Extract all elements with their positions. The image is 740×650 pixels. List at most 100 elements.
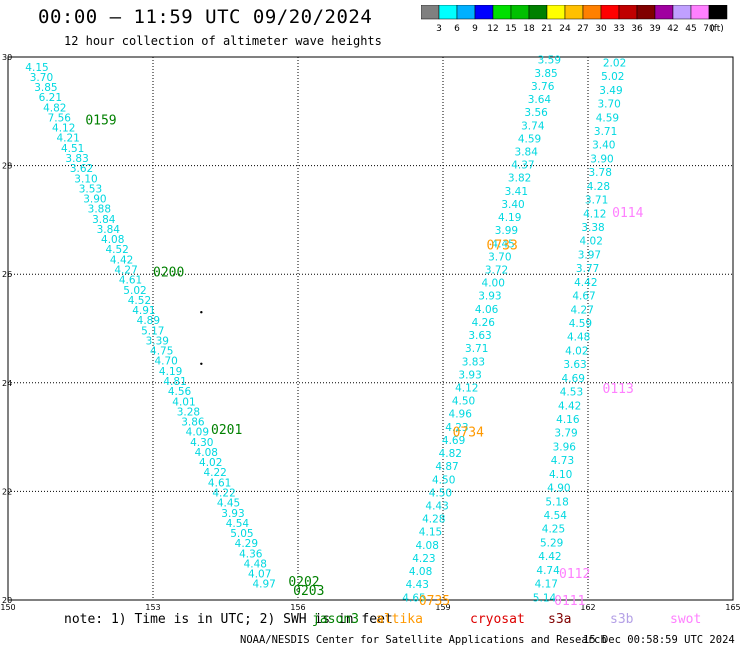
wave-height-value: 4.74 bbox=[536, 565, 560, 577]
wave-height-value: 4.90 bbox=[547, 483, 570, 495]
wave-height-value: 3.93 bbox=[478, 291, 501, 303]
satellite-legend-item: cryosat bbox=[470, 612, 525, 627]
wave-height-value: 2.02 bbox=[603, 57, 626, 69]
wave-height-value: 4.61 bbox=[208, 477, 231, 489]
wave-height-value: 4.02 bbox=[565, 345, 588, 357]
wave-height-value: 4.27 bbox=[571, 304, 594, 316]
satellite-legend-item: jason3 bbox=[312, 612, 359, 627]
wave-height-value: 4.42 bbox=[574, 277, 597, 289]
wave-height-value: 3.59 bbox=[538, 55, 561, 67]
wave-height-value: 3.71 bbox=[585, 195, 608, 207]
wave-height-value: 3.39 bbox=[146, 335, 169, 347]
wave-height-value: 4.22 bbox=[203, 467, 226, 479]
wave-height-value: 3.56 bbox=[524, 107, 548, 119]
pass-time-label: 0159 bbox=[85, 113, 116, 128]
wave-height-value: 6.21 bbox=[39, 92, 62, 104]
wave-height-value: 3.71 bbox=[594, 126, 617, 138]
wave-height-value: 4.09 bbox=[186, 427, 209, 439]
wave-height-value: 4.28 bbox=[422, 514, 445, 526]
wave-height-value: 4.19 bbox=[498, 212, 521, 224]
satellite-legend-item: s3b bbox=[610, 612, 634, 627]
wave-height-value: 3.28 bbox=[177, 406, 200, 418]
wave-height-value: 4.10 bbox=[549, 469, 572, 481]
wave-height-value: 4.26 bbox=[472, 317, 496, 329]
wave-height-value: 4.08 bbox=[409, 566, 432, 578]
wave-height-value: 3.41 bbox=[505, 186, 528, 198]
wave-height-value: 4.52 bbox=[128, 295, 151, 307]
wave-height-value: 4.51 bbox=[61, 143, 84, 155]
x-tick-label: 153 bbox=[145, 603, 160, 612]
wave-height-value: 4.48 bbox=[567, 332, 590, 344]
note-text: note: 1) Time is in UTC; 2) SWH is in fe… bbox=[64, 612, 393, 627]
pass-time-label: 0113 bbox=[603, 382, 634, 397]
wave-height-value: 4.08 bbox=[101, 234, 124, 246]
wave-height-colorbar: 3 6 9 12 15 18 21 24 27 30 33 36 39 42 45 70(ft) bbox=[421, 5, 728, 34]
wave-height-value: 4.59 bbox=[569, 318, 592, 330]
wave-height-value: 4.54 bbox=[226, 518, 250, 530]
x-tick-label: 165 bbox=[725, 603, 740, 612]
wave-height-value: 3.70 bbox=[30, 72, 53, 84]
wave-height-value: 4.89 bbox=[137, 315, 160, 327]
wave-height-value: 4.43 bbox=[406, 579, 429, 591]
page-title: 00:00 – 11:59 UTC 09/20/2024 bbox=[38, 6, 373, 28]
wave-height-value: 4.02 bbox=[199, 457, 222, 469]
y-tick-label: 20 bbox=[2, 596, 12, 605]
colorbar-label: 39 bbox=[649, 24, 661, 34]
plot-frame bbox=[7, 56, 734, 601]
colorbar-label: 12 bbox=[487, 24, 498, 34]
wave-height-value: 5.14 bbox=[533, 592, 557, 604]
wave-height-value: 3.76 bbox=[531, 81, 555, 93]
wave-height-value: 4.15 bbox=[25, 62, 48, 74]
wave-height-value: 4.30 bbox=[190, 437, 213, 449]
pass-time-label: 0111 bbox=[554, 594, 585, 609]
wave-height-value: 3.72 bbox=[485, 264, 508, 276]
wave-height-value: 3.85 bbox=[534, 68, 557, 80]
wave-height-value: 3.70 bbox=[597, 99, 620, 111]
wave-height-value: 5.02 bbox=[601, 71, 624, 83]
wave-height-value: 3.79 bbox=[554, 428, 577, 440]
footer-credit: NOAA/NESDIS Center for Satellite Applica… bbox=[240, 634, 607, 646]
wave-height-value: 4.19 bbox=[159, 366, 182, 378]
colorbar-label: 45 bbox=[685, 24, 696, 34]
x-tick-label: 162 bbox=[580, 603, 595, 612]
wave-height-value: 3.93 bbox=[458, 369, 481, 381]
wave-height-value: 3.71 bbox=[465, 343, 488, 355]
wave-height-value: 4.29 bbox=[235, 538, 258, 550]
wave-height-value: 3.40 bbox=[592, 140, 615, 152]
footer-timestamp: 15 Dec 00:58:59 UTC 2024 bbox=[583, 634, 735, 646]
wave-height-value: 4.97 bbox=[252, 579, 275, 591]
wave-height-value: 4.12 bbox=[583, 208, 606, 220]
wave-height-value: 3.10 bbox=[74, 173, 97, 185]
pass-time-label: 0203 bbox=[293, 584, 324, 599]
colorbar-label: 15 bbox=[505, 24, 516, 34]
colorbar-unit: (ft) bbox=[710, 24, 724, 34]
wave-height-value: 4.69 bbox=[562, 373, 585, 385]
wave-height-value: 4.50 bbox=[452, 396, 475, 408]
wave-height-value: 3.99 bbox=[495, 225, 518, 237]
pass-time-label: 0202 bbox=[288, 575, 319, 590]
wave-height-value: 3.83 bbox=[462, 356, 485, 368]
y-tick-label: 30 bbox=[2, 53, 12, 62]
wave-height-value: 4.48 bbox=[244, 558, 267, 570]
pass-time-label: 0112 bbox=[559, 567, 590, 582]
wave-height-value: 3.63 bbox=[468, 330, 491, 342]
wave-height-value: 4.82 bbox=[439, 448, 462, 460]
wave-height-value: 3.78 bbox=[589, 167, 612, 179]
wave-height-value: 3.77 bbox=[576, 263, 599, 275]
wave-height-value: 4.23 bbox=[445, 422, 468, 434]
wave-height-value: 3.63 bbox=[563, 359, 586, 371]
wave-height-value: 4.12 bbox=[455, 383, 478, 395]
pass-time-label: 0114 bbox=[612, 206, 643, 221]
wave-height-value: 3.97 bbox=[578, 249, 601, 261]
satellite-legend-item: altika bbox=[376, 612, 423, 627]
wave-height-value: 4.42 bbox=[538, 551, 561, 563]
wave-height-value: 3.84 bbox=[97, 224, 121, 236]
wave-height-value: 4.59 bbox=[596, 112, 619, 124]
wave-height-value: 4.25 bbox=[542, 524, 565, 536]
pass-time-label: 0734 bbox=[453, 426, 484, 441]
y-tick-label: 24 bbox=[2, 379, 12, 388]
x-tick-label: 150 bbox=[0, 603, 15, 612]
wave-height-value: 4.43 bbox=[425, 501, 448, 513]
wave-height-value: 3.90 bbox=[83, 194, 106, 206]
colorbar-label: 9 bbox=[472, 24, 478, 34]
